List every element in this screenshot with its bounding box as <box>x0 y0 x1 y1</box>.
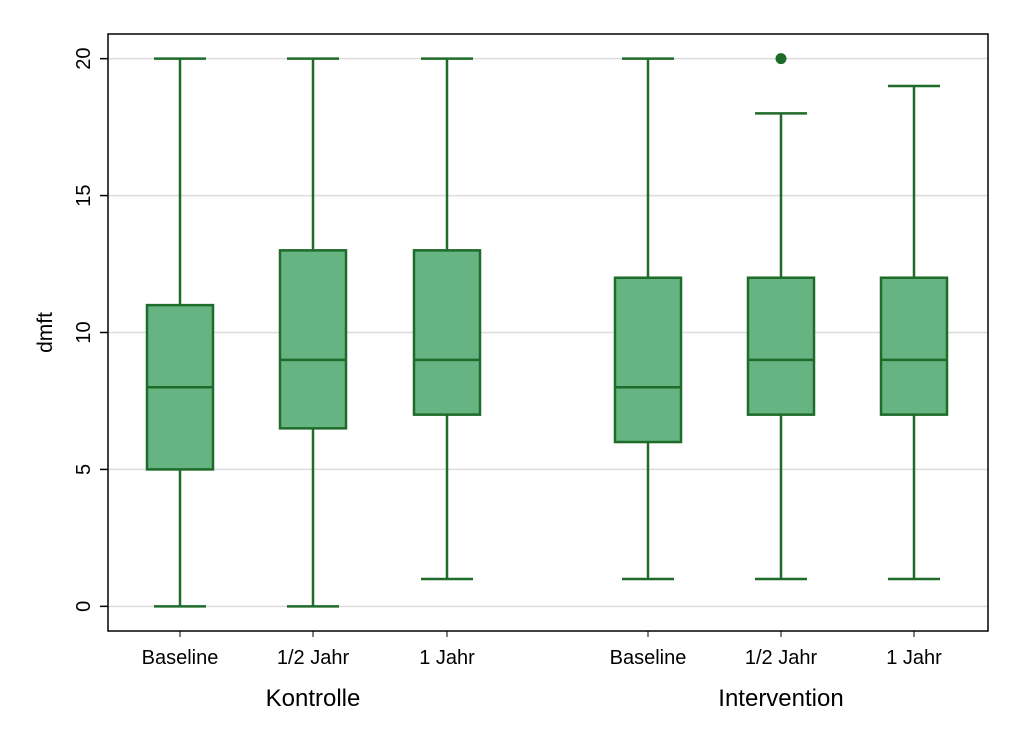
y-tick-label: 0 <box>73 601 95 612</box>
x-tick-label: 1/2 Jahr <box>277 647 350 669</box>
x-tick-label: 1 Jahr <box>886 647 942 669</box>
box-kontrolle-0 <box>145 57 215 608</box>
box-kontrolle-2 <box>412 57 482 581</box>
box-intervention-0 <box>613 57 683 581</box>
x-axis: Baseline 1/2 Jahr 1 Jahr Kontrolle Baseline 1… <box>142 631 942 712</box>
box-intervention-2 <box>879 84 949 581</box>
x-tick-label: 1/2 Jahr <box>745 647 818 669</box>
y-axis-title: dmft <box>34 312 57 353</box>
box-kontrolle-1 <box>278 57 348 608</box>
iqr-box <box>412 249 482 416</box>
y-tick-label: 5 <box>73 464 95 475</box>
x-tick-label: Baseline <box>610 647 687 669</box>
group-label-intervention: Intervention <box>718 685 843 712</box>
iqr-box <box>613 276 683 444</box>
box-intervention-1 <box>746 53 816 581</box>
grid-lines <box>108 57 988 608</box>
y-axis: 0 5 10 15 20 <box>73 48 108 612</box>
y-tick-label: 20 <box>73 48 95 70</box>
y-tick-label: 15 <box>73 184 95 206</box>
y-tick-label: 10 <box>73 321 95 343</box>
group-label-kontrolle: Kontrolle <box>266 685 361 712</box>
x-tick-label: 1 Jahr <box>419 647 475 669</box>
x-tick-label: Baseline <box>142 647 219 669</box>
iqr-box <box>278 249 348 430</box>
outlier-point <box>775 53 787 65</box>
iqr-box <box>879 276 949 416</box>
iqr-box <box>746 276 816 416</box>
plot-marks <box>145 53 949 608</box>
